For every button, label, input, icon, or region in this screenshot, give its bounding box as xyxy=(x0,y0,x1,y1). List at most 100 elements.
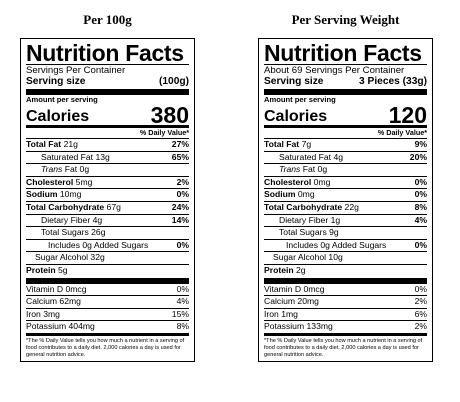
vitamin-d-dv: 0% xyxy=(176,283,189,294)
total-carbohydrate-dv: 8% xyxy=(414,201,427,212)
protein-label: Protein xyxy=(26,264,56,275)
total-sugars-label: Total Sugars 9g xyxy=(279,227,339,238)
total-carbohydrate-amount: 22g xyxy=(344,201,359,212)
saturated-fat-label: Saturated Fat 13g xyxy=(41,151,110,162)
calcium-label: Calcium 20mg xyxy=(264,296,319,307)
added-sugars-label: Includes 0g Added Sugars xyxy=(286,239,387,250)
potassium-label: Potassium 404mg xyxy=(26,321,95,332)
potassium-row: Potassium 133mg 2% xyxy=(264,320,427,333)
dietary-fiber-label: Dietary Fiber 1g xyxy=(279,214,341,225)
amount-per-serving: Amount per serving xyxy=(26,95,98,104)
total-fat-row: Total Fat 21g 27% xyxy=(26,138,189,151)
cholesterol-dv: 2% xyxy=(176,176,189,187)
daily-value-header: % Daily Value* xyxy=(139,128,189,137)
added-sugars-label: Includes 0g Added Sugars xyxy=(48,239,149,250)
nutrition-facts-title: Nutrition Facts xyxy=(264,40,422,66)
protein-row: Protein 5g xyxy=(26,263,189,277)
servings-per-container: About 69 Servings Per Container xyxy=(264,64,427,76)
sugar-alcohol-row: Sugar Alcohol 32g xyxy=(26,251,189,264)
total-fat-dv: 9% xyxy=(414,139,427,149)
iron-row: Iron 3mg 15% xyxy=(26,307,189,321)
total-carbohydrate-row: Total Carbohydrate 67g 24% xyxy=(26,200,189,214)
serving-size-row: Serving size (100g) xyxy=(26,76,189,88)
total-sugars-row: Total Sugars 9g xyxy=(264,226,427,239)
vitamin-d-label: Vitamin D 0mcg xyxy=(26,283,87,294)
potassium-dv: 8% xyxy=(176,321,189,332)
total-fat-dv: 27% xyxy=(171,139,189,149)
divider-thick xyxy=(264,277,427,284)
calories-value: 120 xyxy=(388,102,427,128)
footnote: *The % Daily Value tells you how much a … xyxy=(264,337,423,358)
footnote: *The % Daily Value tells you how much a … xyxy=(26,337,185,358)
divider-medium xyxy=(26,125,189,128)
sodium-row: Sodium 10mg 0% xyxy=(26,188,189,201)
daily-value-header: % Daily Value* xyxy=(377,128,427,137)
cholesterol-row: Cholesterol 0mg 0% xyxy=(264,175,427,189)
column-heading-per-serving: Per Serving Weight xyxy=(291,12,400,27)
cholesterol-amount: 5mg xyxy=(75,176,93,187)
total-fat-amount: 21g xyxy=(63,139,78,149)
protein-label: Protein xyxy=(264,264,294,275)
serving-size-label: Serving size xyxy=(26,76,86,87)
calcium-label: Calcium 62mg xyxy=(26,296,81,307)
calories-row: Calories 120 xyxy=(264,102,427,128)
saturated-fat-dv: 20% xyxy=(409,151,427,162)
serving-size-value: (100g) xyxy=(158,76,189,87)
sugar-alcohol-label: Sugar Alcohol 10g xyxy=(273,252,343,263)
vitamin-d-row: Vitamin D 0mcg 0% xyxy=(26,284,189,296)
divider-thick xyxy=(26,277,189,284)
protein-amount: 5g xyxy=(58,264,68,275)
calcium-row: Calcium 62mg 4% xyxy=(26,295,189,308)
servings-per-container: Servings Per Container xyxy=(26,64,189,76)
cholesterol-label: Cholesterol xyxy=(264,176,312,187)
trans-fat-row: Trans Fat 0g xyxy=(264,163,427,176)
saturated-fat-label: Saturated Fat 4g xyxy=(279,151,344,162)
cholesterol-row: Cholesterol 5mg 2% xyxy=(26,175,189,189)
vitamin-d-label: Vitamin D 0mcg xyxy=(264,283,325,294)
total-fat-row: Total Fat 7g 9% xyxy=(264,138,427,151)
cholesterol-amount: 0mg xyxy=(313,176,331,187)
total-carbohydrate-dv: 24% xyxy=(171,201,189,212)
column-heading-per-100g: Per 100g xyxy=(83,12,132,27)
dietary-fiber-row: Dietary Fiber 4g 14% xyxy=(26,213,189,227)
dietary-fiber-dv: 4% xyxy=(414,214,427,225)
added-sugars-dv: 0% xyxy=(414,239,427,250)
sodium-amount: 0mg xyxy=(297,189,315,200)
calories-label: Calories xyxy=(26,108,90,125)
total-carbohydrate-label: Total Carbohydrate xyxy=(264,201,343,212)
calcium-dv: 4% xyxy=(176,296,189,307)
trans-fat-word: Trans xyxy=(41,164,63,175)
sodium-label: Sodium xyxy=(264,189,296,200)
vitamin-d-dv: 0% xyxy=(414,283,427,294)
sodium-amount: 10mg xyxy=(59,189,82,200)
added-sugars-row: Includes 0g Added Sugars 0% xyxy=(26,238,189,252)
divider-thick xyxy=(264,89,427,95)
sodium-dv: 0% xyxy=(176,189,189,200)
trans-fat-row: Trans Fat 0g xyxy=(26,163,189,176)
amount-per-serving: Amount per serving xyxy=(264,95,336,104)
calories-label: Calories xyxy=(264,108,328,125)
protein-amount: 2g xyxy=(296,264,306,275)
sodium-label: Sodium xyxy=(26,189,58,200)
potassium-dv: 2% xyxy=(414,321,427,332)
vitamin-d-row: Vitamin D 0mcg 0% xyxy=(264,284,427,296)
added-sugars-dv: 0% xyxy=(176,239,189,250)
serving-size-label: Serving size xyxy=(264,76,324,87)
iron-label: Iron 3mg xyxy=(26,308,60,319)
nutrition-facts-panel-per-serving: Nutrition Facts About 69 Servings Per Co… xyxy=(258,38,433,363)
dietary-fiber-label: Dietary Fiber 4g xyxy=(41,214,103,225)
protein-row: Protein 2g xyxy=(264,263,427,277)
total-carbohydrate-row: Total Carbohydrate 22g 8% xyxy=(264,200,427,214)
saturated-fat-row: Saturated Fat 4g 20% xyxy=(264,150,427,164)
total-carbohydrate-amount: 67g xyxy=(106,201,121,212)
potassium-label: Potassium 133mg xyxy=(264,321,333,332)
total-carbohydrate-label: Total Carbohydrate xyxy=(26,201,105,212)
calories-value: 380 xyxy=(150,102,189,128)
divider-medium xyxy=(264,332,427,336)
dietary-fiber-dv: 14% xyxy=(171,214,189,225)
serving-size-value: 3 Pieces (33g) xyxy=(359,76,427,87)
saturated-fat-row: Saturated Fat 13g 65% xyxy=(26,150,189,164)
trans-fat-word: Trans xyxy=(279,164,301,175)
saturated-fat-dv: 65% xyxy=(171,151,189,162)
cholesterol-label: Cholesterol xyxy=(26,176,74,187)
